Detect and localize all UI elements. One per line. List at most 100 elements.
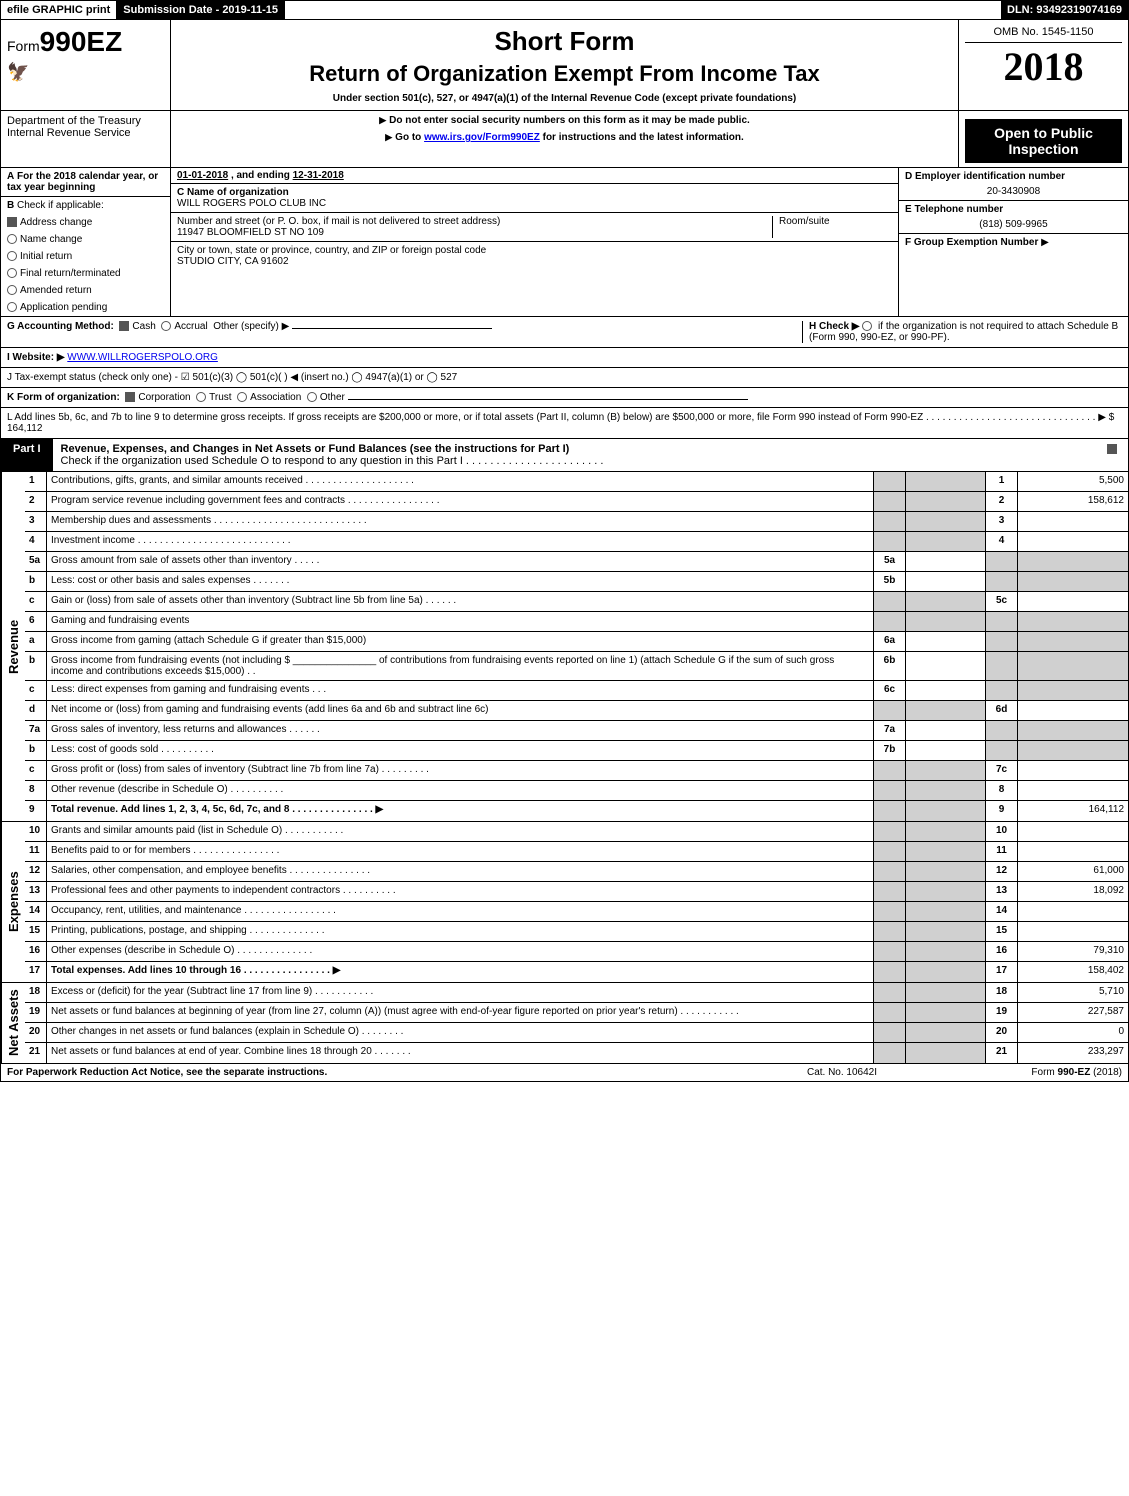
l6c-mn: 6c [874,681,906,700]
revenue-side-label: Revenue [1,472,25,821]
l2-rn: 2 [986,492,1018,511]
line-a-text: For the 2018 calendar year, or tax year … [7,171,158,193]
lbl-initial-return: Initial return [20,251,72,262]
room-suite-label: Room/suite [779,216,892,227]
l7b-d: Less: cost of goods sold . . . . . . . .… [47,741,874,760]
l15-rn: 15 [986,922,1018,941]
l12-n: 12 [25,862,47,881]
l5c-n: c [25,592,47,611]
l11-d: Benefits paid to or for members . . . . … [47,842,874,861]
chk-schedule-o[interactable] [1107,444,1117,454]
lbl-cash: Cash [132,321,155,332]
chk-h[interactable] [862,321,872,331]
l6c-d: Less: direct expenses from gaming and fu… [47,681,874,700]
line-j: J Tax-exempt status (check only one) - ☑… [0,368,1129,388]
part1-check-text: Check if the organization used Schedule … [61,455,604,467]
chk-final-return[interactable] [7,268,17,278]
other-blank[interactable] [348,399,748,400]
box-f-arrow: ▶ [1041,237,1049,248]
l7b-n: b [25,741,47,760]
l13-rn: 13 [986,882,1018,901]
l2-amt: 158,612 [1018,492,1128,511]
lbl-accrual: Accrual [174,321,207,332]
l3-amt [1018,512,1128,531]
l12-amt: 61,000 [1018,862,1128,881]
chk-trust[interactable] [196,392,206,402]
l21-rn: 21 [986,1043,1018,1063]
l21-amt: 233,297 [1018,1043,1128,1063]
l6b-n: b [25,652,47,680]
l17-amt: 158,402 [1018,962,1128,982]
chk-amended-return[interactable] [7,285,17,295]
l14-n: 14 [25,902,47,921]
l9-rn: 9 [986,801,1018,821]
chk-association[interactable] [237,392,247,402]
form-number: Form990EZ [7,26,164,58]
chk-cash[interactable] [119,321,129,331]
chk-initial-return[interactable] [7,251,17,261]
l15-n: 15 [25,922,47,941]
lbl-corporation: Corporation [138,392,190,403]
line-a-mid: , and ending [231,170,293,181]
irs-link[interactable]: www.irs.gov/Form990EZ [424,132,540,143]
l6c-n: c [25,681,47,700]
do-not-enter-ssn: Do not enter social security numbers on … [177,115,952,126]
l5a-ma [906,552,986,571]
box-f-label: F Group Exemption Number [905,237,1038,248]
l2-d: Program service revenue including govern… [47,492,874,511]
line-i-label: I Website: ▶ [7,352,65,363]
l20-amt: 0 [1018,1023,1128,1042]
l5c-d: Gain or (loss) from sale of assets other… [47,592,874,611]
l14-amt [1018,902,1128,921]
l14-rn: 14 [986,902,1018,921]
l6d-rn: 6d [986,701,1018,720]
chk-other[interactable] [307,392,317,402]
l7c-d: Gross profit or (loss) from sales of inv… [47,761,874,780]
l13-n: 13 [25,882,47,901]
l7b-mn: 7b [874,741,906,760]
chk-address-change[interactable] [7,217,17,227]
l6a-n: a [25,632,47,651]
l11-rn: 11 [986,842,1018,861]
lbl-application-pending: Application pending [20,302,107,313]
l5c-amt [1018,592,1128,611]
dept-treasury: Department of the Treasury [7,115,164,127]
footer-catno: Cat. No. 10642I [742,1067,942,1078]
chk-name-change[interactable] [7,234,17,244]
dln: DLN: 93492319074169 [1001,1,1128,19]
l4-d: Investment income . . . . . . . . . . . … [47,532,874,551]
l16-amt: 79,310 [1018,942,1128,961]
l7b-ma [906,741,986,760]
l2-n: 2 [25,492,47,511]
other-specify-blank[interactable] [292,328,492,329]
l6b-mn: 6b [874,652,906,680]
l1-d: Contributions, gifts, grants, and simila… [47,472,874,491]
l9-n: 9 [25,801,47,821]
website-link[interactable]: WWW.WILLROGERSPOLO.ORG [67,352,218,363]
efile-print: efile GRAPHIC print [1,1,117,19]
l4-amt [1018,532,1128,551]
l7a-mn: 7a [874,721,906,740]
l19-rn: 19 [986,1003,1018,1022]
l19-d: Net assets or fund balances at beginning… [47,1003,874,1022]
l5b-ma [906,572,986,591]
l10-d: Grants and similar amounts paid (list in… [47,822,874,841]
l6a-ma [906,632,986,651]
l5b-n: b [25,572,47,591]
l16-d: Other expenses (describe in Schedule O) … [47,942,874,961]
l12-rn: 12 [986,862,1018,881]
chk-application-pending[interactable] [7,302,17,312]
topbar-spacer [285,1,1001,19]
l6-d: Gaming and fundraising events [47,612,874,631]
line-g-label: G Accounting Method: [7,321,114,332]
lbl-address-change: Address change [20,217,92,228]
chk-accrual[interactable] [161,321,171,331]
line-l-text: L Add lines 5b, 6c, and 7b to line 9 to … [7,412,1106,423]
l15-amt [1018,922,1128,941]
lbl-final-return: Final return/terminated [20,268,121,279]
chk-corporation[interactable] [125,392,135,402]
l1-ma [906,472,986,491]
l8-n: 8 [25,781,47,800]
l16-n: 16 [25,942,47,961]
l3-d: Membership dues and assessments . . . . … [47,512,874,531]
